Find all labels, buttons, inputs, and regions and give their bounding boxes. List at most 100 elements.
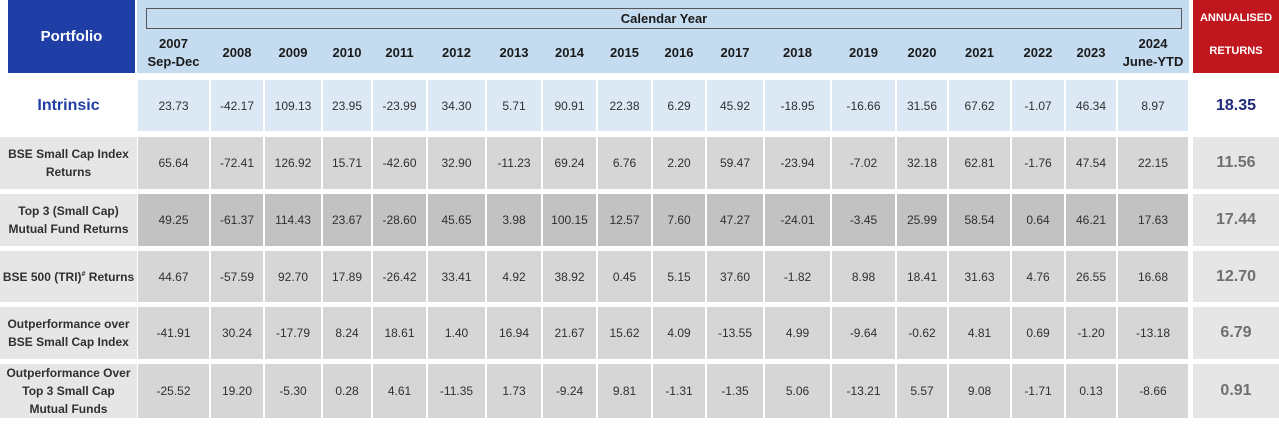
return-cell: 15.71 bbox=[323, 137, 371, 189]
return-cell: -41.91 bbox=[138, 307, 209, 359]
year-header-cell: 2007 Sep-Dec bbox=[147, 36, 200, 69]
return-cell: 5.06 bbox=[765, 364, 830, 418]
return-cell: 69.24 bbox=[543, 137, 596, 189]
year-header-cell: 2012 bbox=[442, 45, 471, 60]
return-cell: 109.13 bbox=[265, 80, 321, 131]
return-cell: -1.35 bbox=[707, 364, 763, 418]
return-cell: 2.20 bbox=[653, 137, 705, 189]
return-cell: -1.82 bbox=[765, 251, 830, 302]
annualised-return-value: 6.79 bbox=[1193, 307, 1279, 359]
return-cell: 114.43 bbox=[265, 194, 321, 246]
row-label: Intrinsic bbox=[0, 80, 137, 131]
portfolio-header: Portfolio bbox=[8, 0, 135, 73]
return-cell: 46.34 bbox=[1066, 80, 1116, 131]
annualised-header-line2: RETURNS bbox=[1209, 45, 1263, 57]
annualised-returns-header: ANNUALISED RETURNS bbox=[1193, 0, 1279, 73]
return-cell: -7.02 bbox=[832, 137, 895, 189]
year-header-cell: 2013 bbox=[499, 45, 529, 60]
return-cell: 26.55 bbox=[1066, 251, 1116, 302]
year-header-cell: 2019 bbox=[849, 45, 878, 60]
return-cell: 90.91 bbox=[543, 80, 596, 131]
return-cell: 17.63 bbox=[1118, 194, 1188, 246]
return-cell: 5.57 bbox=[897, 364, 947, 418]
return-cell: 32.90 bbox=[428, 137, 485, 189]
row-label-text: BSE 500 (TRI)# Returns bbox=[3, 268, 134, 286]
return-cell: 17.89 bbox=[323, 251, 371, 302]
return-cell: -28.60 bbox=[373, 194, 426, 246]
return-cell: 4.81 bbox=[949, 307, 1010, 359]
annualised-return-value: 0.91 bbox=[1193, 364, 1279, 418]
year-header-cell: 2023 bbox=[1076, 45, 1106, 60]
row-label-footnote-mark: # bbox=[81, 270, 86, 278]
return-cell: 21.67 bbox=[543, 307, 596, 359]
return-cell: -1.71 bbox=[1012, 364, 1064, 418]
return-cell: -24.01 bbox=[765, 194, 830, 246]
return-cell: -13.21 bbox=[832, 364, 895, 418]
return-cell: 126.92 bbox=[265, 137, 321, 189]
return-cell: -18.95 bbox=[765, 80, 830, 131]
return-cell: 45.92 bbox=[707, 80, 763, 131]
row-label: Top 3 (Small Cap) Mutual Fund Returns bbox=[0, 194, 137, 246]
row-label: Outperformance Over Top 3 Small Cap Mutu… bbox=[0, 364, 137, 418]
return-cell: 62.81 bbox=[949, 137, 1010, 189]
return-cell: 12.57 bbox=[598, 194, 651, 246]
return-cell: -8.66 bbox=[1118, 364, 1188, 418]
return-cell: 31.56 bbox=[897, 80, 947, 131]
return-cell: 46.21 bbox=[1066, 194, 1116, 246]
year-header-cell: 2009 bbox=[278, 45, 308, 60]
return-cell: 31.63 bbox=[949, 251, 1010, 302]
row-label-suffix: Returns bbox=[85, 269, 135, 284]
return-cell: 0.45 bbox=[598, 251, 651, 302]
return-cell: 7.60 bbox=[653, 194, 705, 246]
return-cell: -61.37 bbox=[211, 194, 263, 246]
return-cell: 65.64 bbox=[138, 137, 209, 189]
annualised-header-line1: ANNUALISED bbox=[1199, 12, 1273, 24]
return-cell: -42.17 bbox=[211, 80, 263, 131]
year-header-cell: 2017 bbox=[720, 45, 750, 60]
annualised-return-value: 17.44 bbox=[1193, 194, 1279, 246]
return-cell: 33.41 bbox=[428, 251, 485, 302]
return-cell: -3.45 bbox=[832, 194, 895, 246]
return-cell: 38.92 bbox=[543, 251, 596, 302]
return-cell: 8.97 bbox=[1118, 80, 1188, 131]
return-cell: 8.24 bbox=[323, 307, 371, 359]
year-header-cell: 2022 bbox=[1023, 45, 1053, 60]
return-cell: 0.28 bbox=[323, 364, 371, 418]
return-cell: 4.76 bbox=[1012, 251, 1064, 302]
return-cell: -13.18 bbox=[1118, 307, 1188, 359]
return-cell: -26.42 bbox=[373, 251, 426, 302]
return-cell: 47.27 bbox=[707, 194, 763, 246]
return-cell: 16.68 bbox=[1118, 251, 1188, 302]
row-label-main: BSE 500 (TRI) bbox=[2, 269, 82, 284]
return-cell: 4.99 bbox=[765, 307, 830, 359]
calendar-year-header bbox=[137, 0, 1189, 73]
return-cell: -13.55 bbox=[707, 307, 763, 359]
return-cell: 32.18 bbox=[897, 137, 947, 189]
return-cell: -1.07 bbox=[1012, 80, 1064, 131]
return-cell: 23.95 bbox=[323, 80, 371, 131]
year-header-cell: 2008 bbox=[222, 45, 252, 60]
return-cell: 44.67 bbox=[138, 251, 209, 302]
return-cell: 9.08 bbox=[949, 364, 1010, 418]
return-cell: 22.15 bbox=[1118, 137, 1188, 189]
return-cell: -1.20 bbox=[1066, 307, 1116, 359]
return-cell: 0.13 bbox=[1066, 364, 1116, 418]
year-header-cell: 2011 bbox=[385, 45, 414, 60]
return-cell: 1.40 bbox=[428, 307, 485, 359]
return-cell: 16.94 bbox=[487, 307, 541, 359]
year-header-cell: 2020 bbox=[907, 45, 937, 60]
return-cell: -9.24 bbox=[543, 364, 596, 418]
return-cell: -1.76 bbox=[1012, 137, 1064, 189]
return-cell: -11.35 bbox=[428, 364, 485, 418]
return-cell: 0.64 bbox=[1012, 194, 1064, 246]
return-cell: -57.59 bbox=[211, 251, 263, 302]
return-cell: 23.67 bbox=[323, 194, 371, 246]
return-cell: 15.62 bbox=[598, 307, 651, 359]
return-cell: 37.60 bbox=[707, 251, 763, 302]
return-cell: 100.15 bbox=[543, 194, 596, 246]
year-header-cell: 2010 bbox=[332, 45, 362, 60]
return-cell: 23.73 bbox=[138, 80, 209, 131]
return-cell: 6.29 bbox=[653, 80, 705, 131]
return-cell: -9.64 bbox=[832, 307, 895, 359]
calendar-year-title-text: Calendar Year bbox=[620, 11, 708, 26]
